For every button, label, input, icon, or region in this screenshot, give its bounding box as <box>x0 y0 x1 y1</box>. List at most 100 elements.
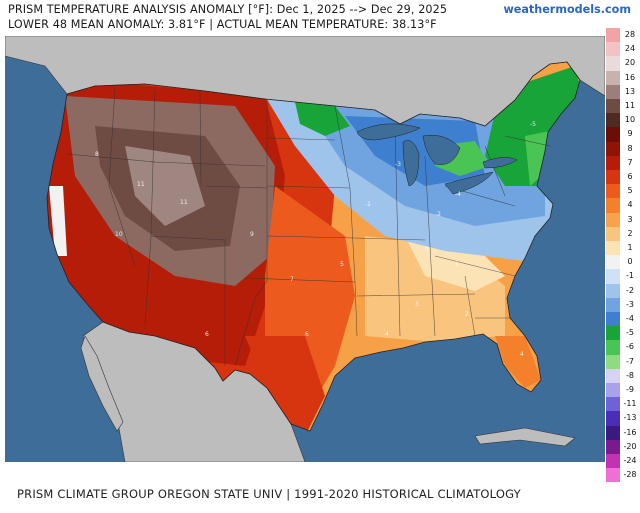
legend-item: 11 <box>606 99 640 114</box>
legend-label: -28 <box>623 470 637 480</box>
legend-swatch <box>606 127 620 142</box>
legend-item: -9 <box>606 383 640 398</box>
legend-item: -13 <box>606 411 640 426</box>
map-label: 4 <box>520 351 524 358</box>
legend-label: 3 <box>627 214 633 224</box>
legend-swatch <box>606 241 620 256</box>
map-label: 5 <box>340 261 344 268</box>
legend-item: -20 <box>606 439 640 454</box>
legend-item: -11 <box>606 397 640 412</box>
legend-swatch <box>606 312 620 327</box>
legend-item: -16 <box>606 425 640 440</box>
anomaly-labels: 11 11 10 9 8 7 6 5 4 3 2 1 0 -1 -2 -3 -4… <box>95 121 536 358</box>
legend-label: 0 <box>627 257 633 267</box>
legend-label: -13 <box>623 413 637 423</box>
legend-item: 4 <box>606 198 640 213</box>
legend-item: 3 <box>606 212 640 227</box>
legend-label: -7 <box>626 356 634 366</box>
legend-label: 16 <box>624 72 636 82</box>
legend-swatch <box>606 226 620 241</box>
great-lakes <box>356 123 518 195</box>
legend-label: 24 <box>624 44 636 54</box>
legend-item: 16 <box>606 70 640 85</box>
legend-item: 8 <box>606 141 640 156</box>
legend-swatch <box>606 212 620 227</box>
legend-item: -2 <box>606 283 640 298</box>
legend-item: -7 <box>606 354 640 369</box>
legend-item: 28 <box>606 28 640 43</box>
legend-label: 10 <box>624 115 636 125</box>
legend-label: -1 <box>626 271 634 281</box>
legend-item: 13 <box>606 84 640 99</box>
legend-item: 9 <box>606 127 640 142</box>
legend-swatch <box>606 439 620 454</box>
map-label: 3 <box>415 301 419 308</box>
legend-swatch <box>606 354 620 369</box>
map-label: -2 <box>435 211 441 218</box>
legend-swatch <box>606 297 620 312</box>
legend-label: -2 <box>626 285 634 295</box>
legend-label: 2 <box>627 228 633 238</box>
legend-swatch <box>606 468 620 483</box>
legend-item: -4 <box>606 312 640 327</box>
legend-label: -8 <box>626 370 634 380</box>
map-label: -4 <box>455 191 461 198</box>
legend-swatch <box>606 28 620 43</box>
legend-label: 8 <box>627 143 633 153</box>
map-label: 11 <box>180 199 188 206</box>
map-label: 10 <box>115 231 123 238</box>
anomaly-field <box>47 62 580 431</box>
legend-swatch <box>606 340 620 355</box>
legend-item: 0 <box>606 255 640 270</box>
legend-item: -1 <box>606 269 640 284</box>
legend-item: 1 <box>606 241 640 256</box>
legend-swatch <box>606 269 620 284</box>
legend-item: 10 <box>606 113 640 128</box>
legend-label: -11 <box>623 399 637 409</box>
legend-swatch <box>606 283 620 298</box>
legend-swatch <box>606 326 620 341</box>
color-legend: 28 24 20 16 13 11 10 9 8 7 6 5 4 3 2 1 0 -1 -2 -3 -4 -5 -6 -7 -8… <box>606 28 640 484</box>
legend-label: -3 <box>626 299 634 309</box>
legend-label: 4 <box>627 200 633 210</box>
legend-item: 5 <box>606 184 640 199</box>
legend-swatch <box>606 99 620 114</box>
legend-swatch <box>606 368 620 383</box>
legend-label: 20 <box>624 58 636 68</box>
legend-swatch <box>606 425 620 440</box>
legend-label: -20 <box>623 441 637 451</box>
brand-link[interactable]: weathermodels.com <box>503 3 631 16</box>
legend-label: -16 <box>623 427 637 437</box>
legend-label: 11 <box>624 101 636 110</box>
legend-item: -24 <box>606 454 640 469</box>
legend-item: -28 <box>606 468 640 483</box>
legend-label: 7 <box>627 157 633 167</box>
legend-swatch <box>606 84 620 99</box>
map-canvas: 11 11 10 9 8 7 6 5 4 3 2 1 0 -1 -2 -3 -4… <box>5 36 605 462</box>
map-title: PRISM TEMPERATURE ANALYSIS ANOMALY [°F]:… <box>8 3 448 16</box>
map-label: -5 <box>530 121 536 128</box>
map-label: 6 <box>205 331 209 338</box>
legend-item: -3 <box>606 297 640 312</box>
map-label: 11 <box>137 181 145 188</box>
legend-label: -9 <box>626 385 634 394</box>
legend-swatch <box>606 454 620 469</box>
map-label: 6 <box>305 331 309 338</box>
legend-label: -6 <box>626 342 634 352</box>
legend-item: 6 <box>606 170 640 185</box>
legend-label: 6 <box>627 172 633 181</box>
state-borders <box>66 87 551 367</box>
legend-swatch <box>606 42 620 57</box>
map-subtitle: LOWER 48 MEAN ANOMALY: 3.81°F | ACTUAL M… <box>8 18 437 31</box>
legend-swatch <box>606 184 620 199</box>
cuba-landmass <box>474 427 576 447</box>
legend-item: -8 <box>606 368 640 383</box>
legend-swatch <box>606 113 620 128</box>
legend-label: 28 <box>624 30 636 39</box>
map-label: -1 <box>365 201 371 208</box>
anomaly-map: 11 11 10 9 8 7 6 5 4 3 2 1 0 -1 -2 -3 -4… <box>5 36 605 462</box>
map-label: 8 <box>95 151 99 158</box>
map-label: 4 <box>385 331 389 338</box>
legend-swatch <box>606 170 620 185</box>
legend-label: -24 <box>623 456 637 465</box>
